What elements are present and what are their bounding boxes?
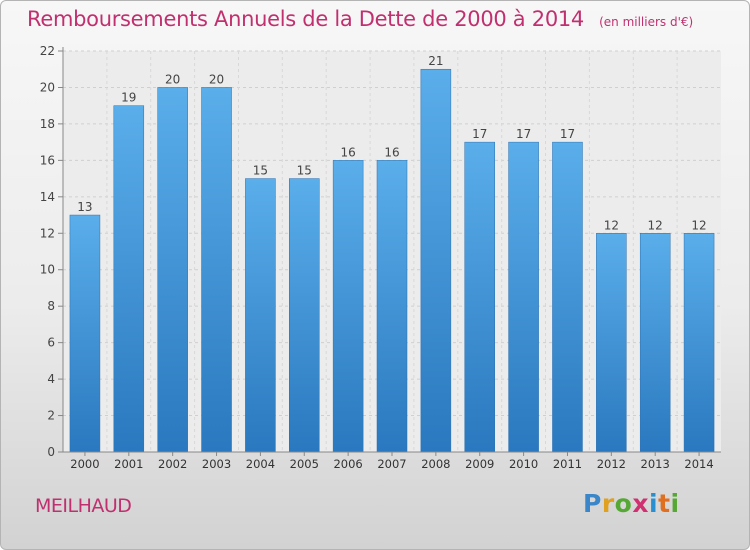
proxiti-logo[interactable]: Proxiti — [583, 489, 680, 518]
y-tick-label: 8 — [47, 299, 55, 313]
bar-2008 — [420, 68, 452, 453]
logo-letter: o — [614, 489, 633, 518]
data-label: 20 — [165, 72, 180, 86]
chart-title: Remboursements Annuels de la Dette de 20… — [27, 7, 584, 31]
y-tick-label: 14 — [40, 190, 55, 204]
x-tick-label: 2009 — [465, 457, 494, 471]
y-tick-label: 0 — [47, 445, 55, 459]
y-tick-label: 20 — [40, 80, 55, 94]
x-tick-label: 2011 — [553, 457, 582, 471]
logo-letter: r — [601, 489, 615, 518]
bar-2014 — [683, 233, 715, 453]
y-tick-label: 4 — [47, 372, 55, 386]
bar-2003 — [201, 87, 232, 453]
x-tick-label: 2006 — [333, 457, 362, 471]
y-tick-label: 6 — [47, 336, 55, 350]
data-label: 19 — [121, 91, 136, 105]
bar-2002 — [157, 87, 188, 453]
y-tick-label: 18 — [40, 117, 55, 131]
logo-letter: x — [632, 489, 649, 518]
logo-letter: i — [670, 489, 680, 518]
x-tick-label: 2000 — [70, 457, 99, 471]
x-tick-label: 2010 — [509, 457, 538, 471]
bar-2005 — [289, 178, 320, 453]
y-tick-label: 16 — [40, 153, 55, 167]
x-tick-label: 2007 — [377, 457, 406, 471]
x-tick-label: 2001 — [114, 457, 143, 471]
data-label: 12 — [648, 218, 663, 232]
logo-letter: i — [649, 489, 659, 518]
x-tick-label: 2008 — [421, 457, 450, 471]
x-tick-label: 2003 — [202, 457, 231, 471]
chart-title-block: Remboursements Annuels de la Dette de 20… — [27, 7, 693, 31]
chart-unit: (en milliers d'€) — [599, 15, 694, 29]
bar-2007 — [376, 160, 408, 453]
data-label: 16 — [340, 145, 355, 159]
bar-2000 — [69, 214, 101, 453]
data-label: 12 — [604, 218, 619, 232]
bar-2012 — [596, 233, 627, 453]
bar-2009 — [464, 141, 495, 453]
data-label: 16 — [384, 145, 399, 159]
logo-letter: t — [658, 489, 671, 518]
bar-2006 — [332, 160, 364, 453]
data-label: 15 — [253, 164, 268, 178]
y-tick-label: 10 — [40, 263, 55, 277]
y-tick-label: 12 — [40, 226, 55, 240]
bar-2001 — [113, 105, 145, 453]
y-tick-label: 22 — [40, 44, 55, 58]
x-tick-label: 2013 — [641, 457, 670, 471]
bar-2010 — [508, 141, 539, 453]
x-tick-label: 2012 — [597, 457, 626, 471]
data-label: 17 — [472, 127, 487, 141]
x-tick-label: 2004 — [246, 457, 275, 471]
data-label: 15 — [297, 164, 312, 178]
bar-2013 — [639, 233, 671, 453]
data-label: 21 — [428, 54, 443, 68]
data-label: 17 — [516, 127, 531, 141]
logo-letter: P — [583, 489, 602, 518]
data-label: 12 — [691, 218, 706, 232]
place-name: MEILHAUD — [35, 495, 132, 517]
data-label: 13 — [77, 200, 92, 214]
data-label: 20 — [209, 72, 224, 86]
x-tick-label: 2014 — [684, 457, 713, 471]
bar-2011 — [552, 141, 583, 453]
data-label: 17 — [560, 127, 575, 141]
y-tick-label: 2 — [47, 409, 55, 423]
bar-2004 — [245, 178, 276, 453]
x-tick-label: 2005 — [290, 457, 319, 471]
x-tick-label: 2002 — [158, 457, 187, 471]
